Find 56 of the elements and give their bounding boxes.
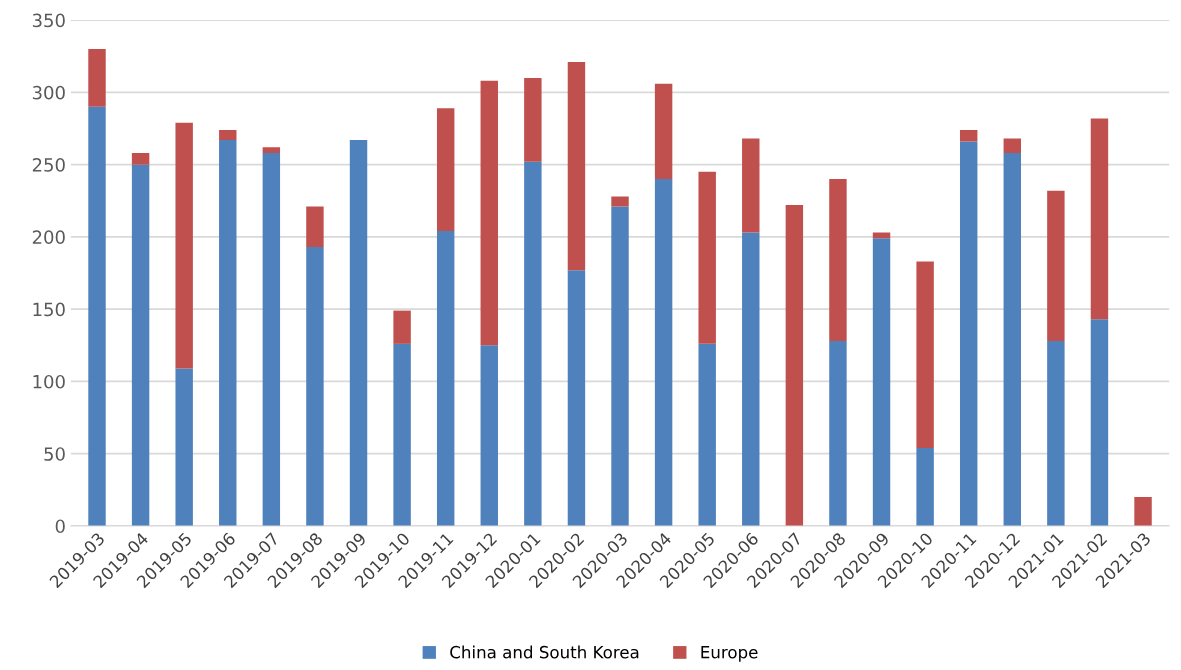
bar bbox=[436, 108, 455, 232]
bar bbox=[349, 140, 368, 526]
y-tick-label: 250 bbox=[32, 158, 65, 172]
bar bbox=[1047, 340, 1065, 526]
bar bbox=[1003, 138, 1021, 154]
bar bbox=[1047, 190, 1065, 341]
bar bbox=[306, 247, 324, 526]
bar bbox=[742, 138, 760, 233]
bar bbox=[480, 345, 498, 526]
bar bbox=[393, 310, 411, 344]
bar bbox=[698, 343, 716, 526]
bar bbox=[524, 161, 542, 526]
bar bbox=[1003, 153, 1021, 526]
y-tick-label: 350 bbox=[32, 13, 65, 28]
bar bbox=[567, 270, 586, 526]
bar bbox=[611, 196, 629, 207]
bar bbox=[654, 179, 673, 526]
bar bbox=[829, 340, 847, 526]
bar bbox=[1134, 497, 1152, 526]
bar bbox=[175, 368, 193, 526]
bar bbox=[785, 205, 804, 526]
y-tick-label: 0 bbox=[55, 519, 65, 534]
bar bbox=[1090, 319, 1109, 526]
bar bbox=[872, 238, 891, 526]
bar bbox=[88, 106, 106, 526]
bar bbox=[88, 49, 106, 107]
bar bbox=[1090, 118, 1109, 320]
y-tick-label: 50 bbox=[44, 447, 65, 461]
bar bbox=[567, 62, 586, 271]
bar bbox=[219, 140, 237, 526]
bar bbox=[524, 77, 542, 162]
legend-label: China and South Korea bbox=[450, 645, 639, 659]
y-tick-label: 300 bbox=[32, 85, 65, 100]
bar bbox=[131, 164, 150, 526]
bar bbox=[654, 83, 673, 180]
bar bbox=[611, 206, 629, 526]
bar bbox=[393, 343, 411, 526]
bar bbox=[480, 80, 498, 346]
bar bbox=[698, 171, 716, 344]
bar bbox=[742, 232, 760, 526]
bar bbox=[829, 179, 847, 341]
bar bbox=[306, 206, 324, 248]
bar bbox=[131, 153, 150, 165]
bar bbox=[959, 141, 978, 526]
bar bbox=[916, 447, 934, 526]
y-tick-label: 150 bbox=[33, 302, 65, 317]
y-tick-label: 200 bbox=[32, 230, 65, 245]
y-tick-label: 100 bbox=[33, 374, 65, 389]
bar bbox=[262, 153, 281, 526]
legend-label: Europe bbox=[701, 646, 758, 662]
bar bbox=[175, 122, 193, 369]
bar bbox=[219, 129, 237, 141]
bar bbox=[262, 147, 281, 154]
bar bbox=[436, 231, 455, 526]
bar bbox=[916, 261, 934, 448]
bar bbox=[959, 129, 978, 142]
